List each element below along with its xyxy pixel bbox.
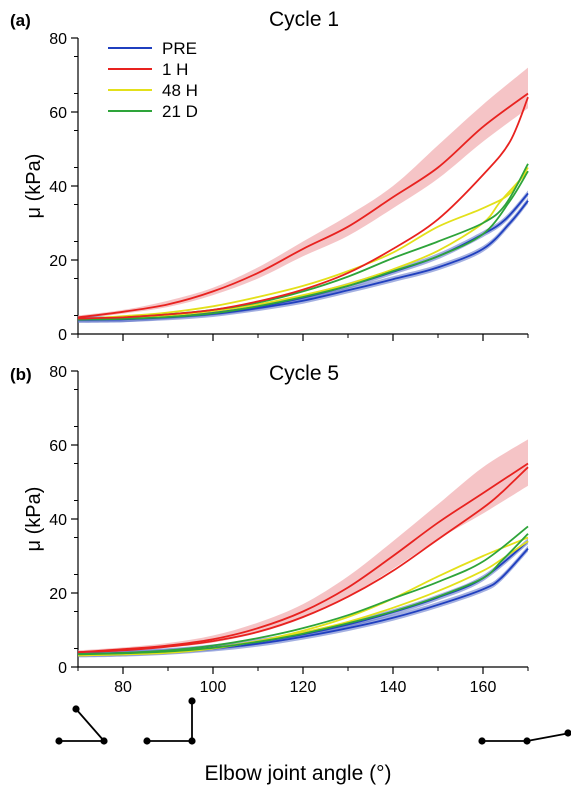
arm-segment [75,708,105,742]
y-tick-label: 40 [49,179,67,196]
joint-dot [564,729,571,737]
y-tick-label: 0 [58,327,67,344]
y-tick-label: 80 [49,31,67,48]
joint-dot [188,697,196,705]
y-axis-label: μ (kPa) [23,154,45,219]
confidence-band-pre [78,545,528,658]
confidence-band-1h [78,439,528,654]
x-tick-label: 120 [290,679,317,696]
joint-dot [72,705,80,713]
series-line-1h [77,96,529,320]
x-axis-label: Elbow joint angle (°) [205,762,392,785]
arm-segment [526,732,571,742]
legend-label: 48 H [162,81,198,100]
joint-icons [55,697,571,745]
legend: PRE 1 H 48 H 21 D [108,39,198,121]
series-line-21d [77,170,529,321]
joint-dot [143,737,151,745]
joint-dot [55,737,63,745]
panel-b: (b) Cycle 5 μ (kPa) 0 20 40 60 80 80 100 120 140 160 [10,362,529,696]
joint-dot [188,737,196,745]
joint-dot [100,737,108,745]
joint-dot [523,737,531,745]
y-tick-label: 20 [49,586,67,603]
x-tick-label: 100 [200,679,227,696]
x-tick-label: 160 [470,679,497,696]
legend-label: 21 D [162,102,198,121]
series-line-21d [77,533,529,656]
joint-dot [478,737,486,745]
y-tick-label: 60 [49,438,67,455]
x-tick-label: 140 [380,679,407,696]
panel-letter: (b) [10,365,32,384]
series-line-1h [77,466,529,654]
panel-a: (a) Cycle 1 μ (kPa) 0 20 40 60 80 PRE 1 H 48 H 21 D [10,8,529,344]
plot-area [77,67,529,323]
panel-letter: (a) [10,11,31,30]
y-tick-label: 40 [49,512,67,529]
y-axis-label: μ (kPa) [23,487,45,552]
chart-title: Cycle 1 [269,8,339,31]
plot-area [77,439,529,658]
confidence-band-1h [78,67,528,320]
series-line-1h [77,92,529,319]
y-tick-label: 20 [49,253,67,270]
series-line-1h [77,462,529,654]
chart-title: Cycle 5 [269,362,339,385]
x-tick-label: 80 [114,679,132,696]
y-tick-label: 60 [49,105,67,122]
series-line-48h [77,166,529,321]
legend-label: PRE [162,39,197,58]
y-tick-label: 0 [58,660,67,677]
legend-label: 1 H [162,60,188,79]
y-tick-label: 80 [49,364,67,381]
